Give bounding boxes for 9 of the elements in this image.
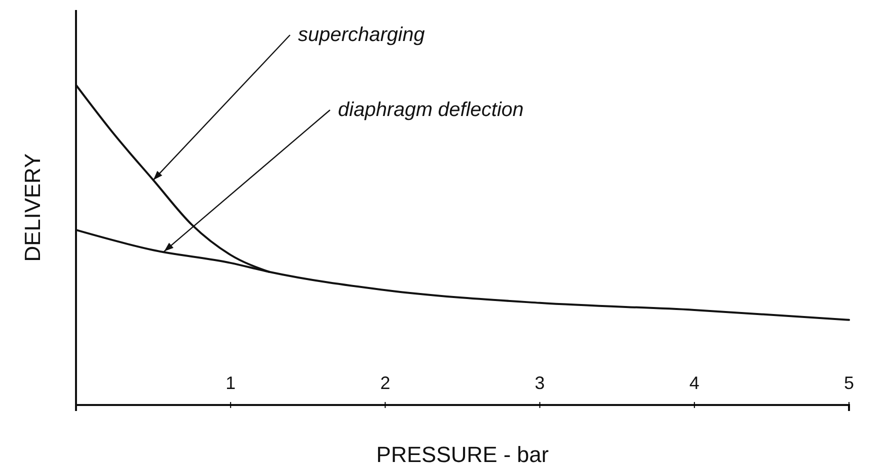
x-tick-label: 1 (226, 372, 236, 393)
x-tick-label: 2 (380, 372, 390, 393)
x-tick-label: 3 (534, 372, 545, 393)
y-axis-title: DELIVERY (20, 152, 45, 262)
x-tick-label: 4 (689, 372, 700, 393)
x-axis-title: PRESSURE - bar (376, 442, 549, 467)
annotation: diaphragm deflection (338, 99, 524, 121)
x-tick-label: 5 (844, 372, 854, 393)
annotation: supercharging (298, 24, 425, 46)
